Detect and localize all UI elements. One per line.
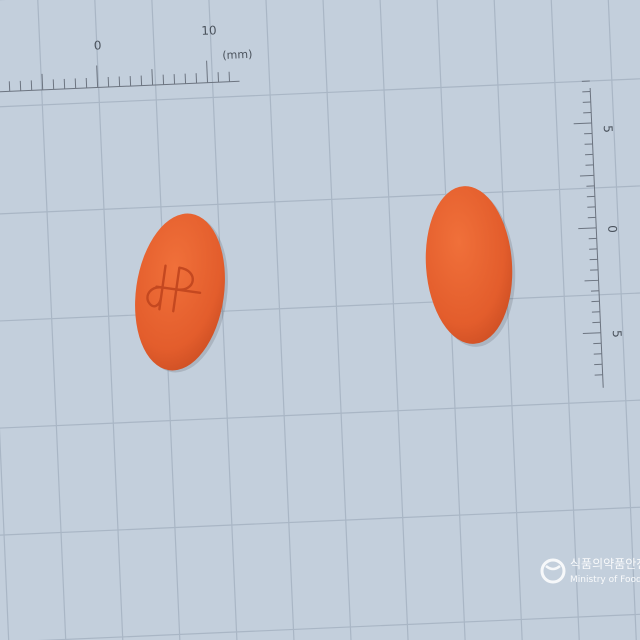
ruler-tick [152, 69, 153, 85]
ruler-right-label-top: 5 [601, 125, 615, 133]
ruler-right-label-middle: 0 [605, 225, 619, 233]
ruler-right-label-bottom: 5 [610, 330, 624, 338]
ruler-unit: (mm) [222, 48, 253, 62]
ruler-tick [585, 280, 599, 281]
ruler-tick [42, 74, 43, 90]
ruler-tick [580, 175, 594, 176]
watermark-english: Ministry of Food and Drug Safety [570, 575, 640, 585]
ruler-label-zero: 0 [94, 38, 102, 52]
ruler-label-ten: 10 [201, 23, 217, 38]
watermark-korean: 식품의약품안전처 [570, 556, 640, 571]
